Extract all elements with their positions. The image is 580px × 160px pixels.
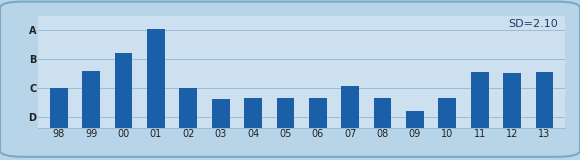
Bar — [471, 72, 488, 145]
Bar — [503, 73, 521, 145]
Text: SD=2.10: SD=2.10 — [508, 19, 557, 29]
Bar — [406, 111, 424, 145]
Bar — [212, 99, 230, 145]
Bar — [309, 98, 327, 145]
Bar — [115, 53, 132, 145]
Bar — [82, 71, 100, 145]
Bar — [50, 88, 68, 145]
Bar — [438, 98, 456, 145]
Bar — [179, 88, 197, 145]
Bar — [535, 72, 553, 145]
Bar — [277, 98, 294, 145]
Bar — [374, 98, 392, 145]
Bar — [244, 98, 262, 145]
Bar — [147, 29, 165, 145]
Bar — [341, 86, 359, 145]
